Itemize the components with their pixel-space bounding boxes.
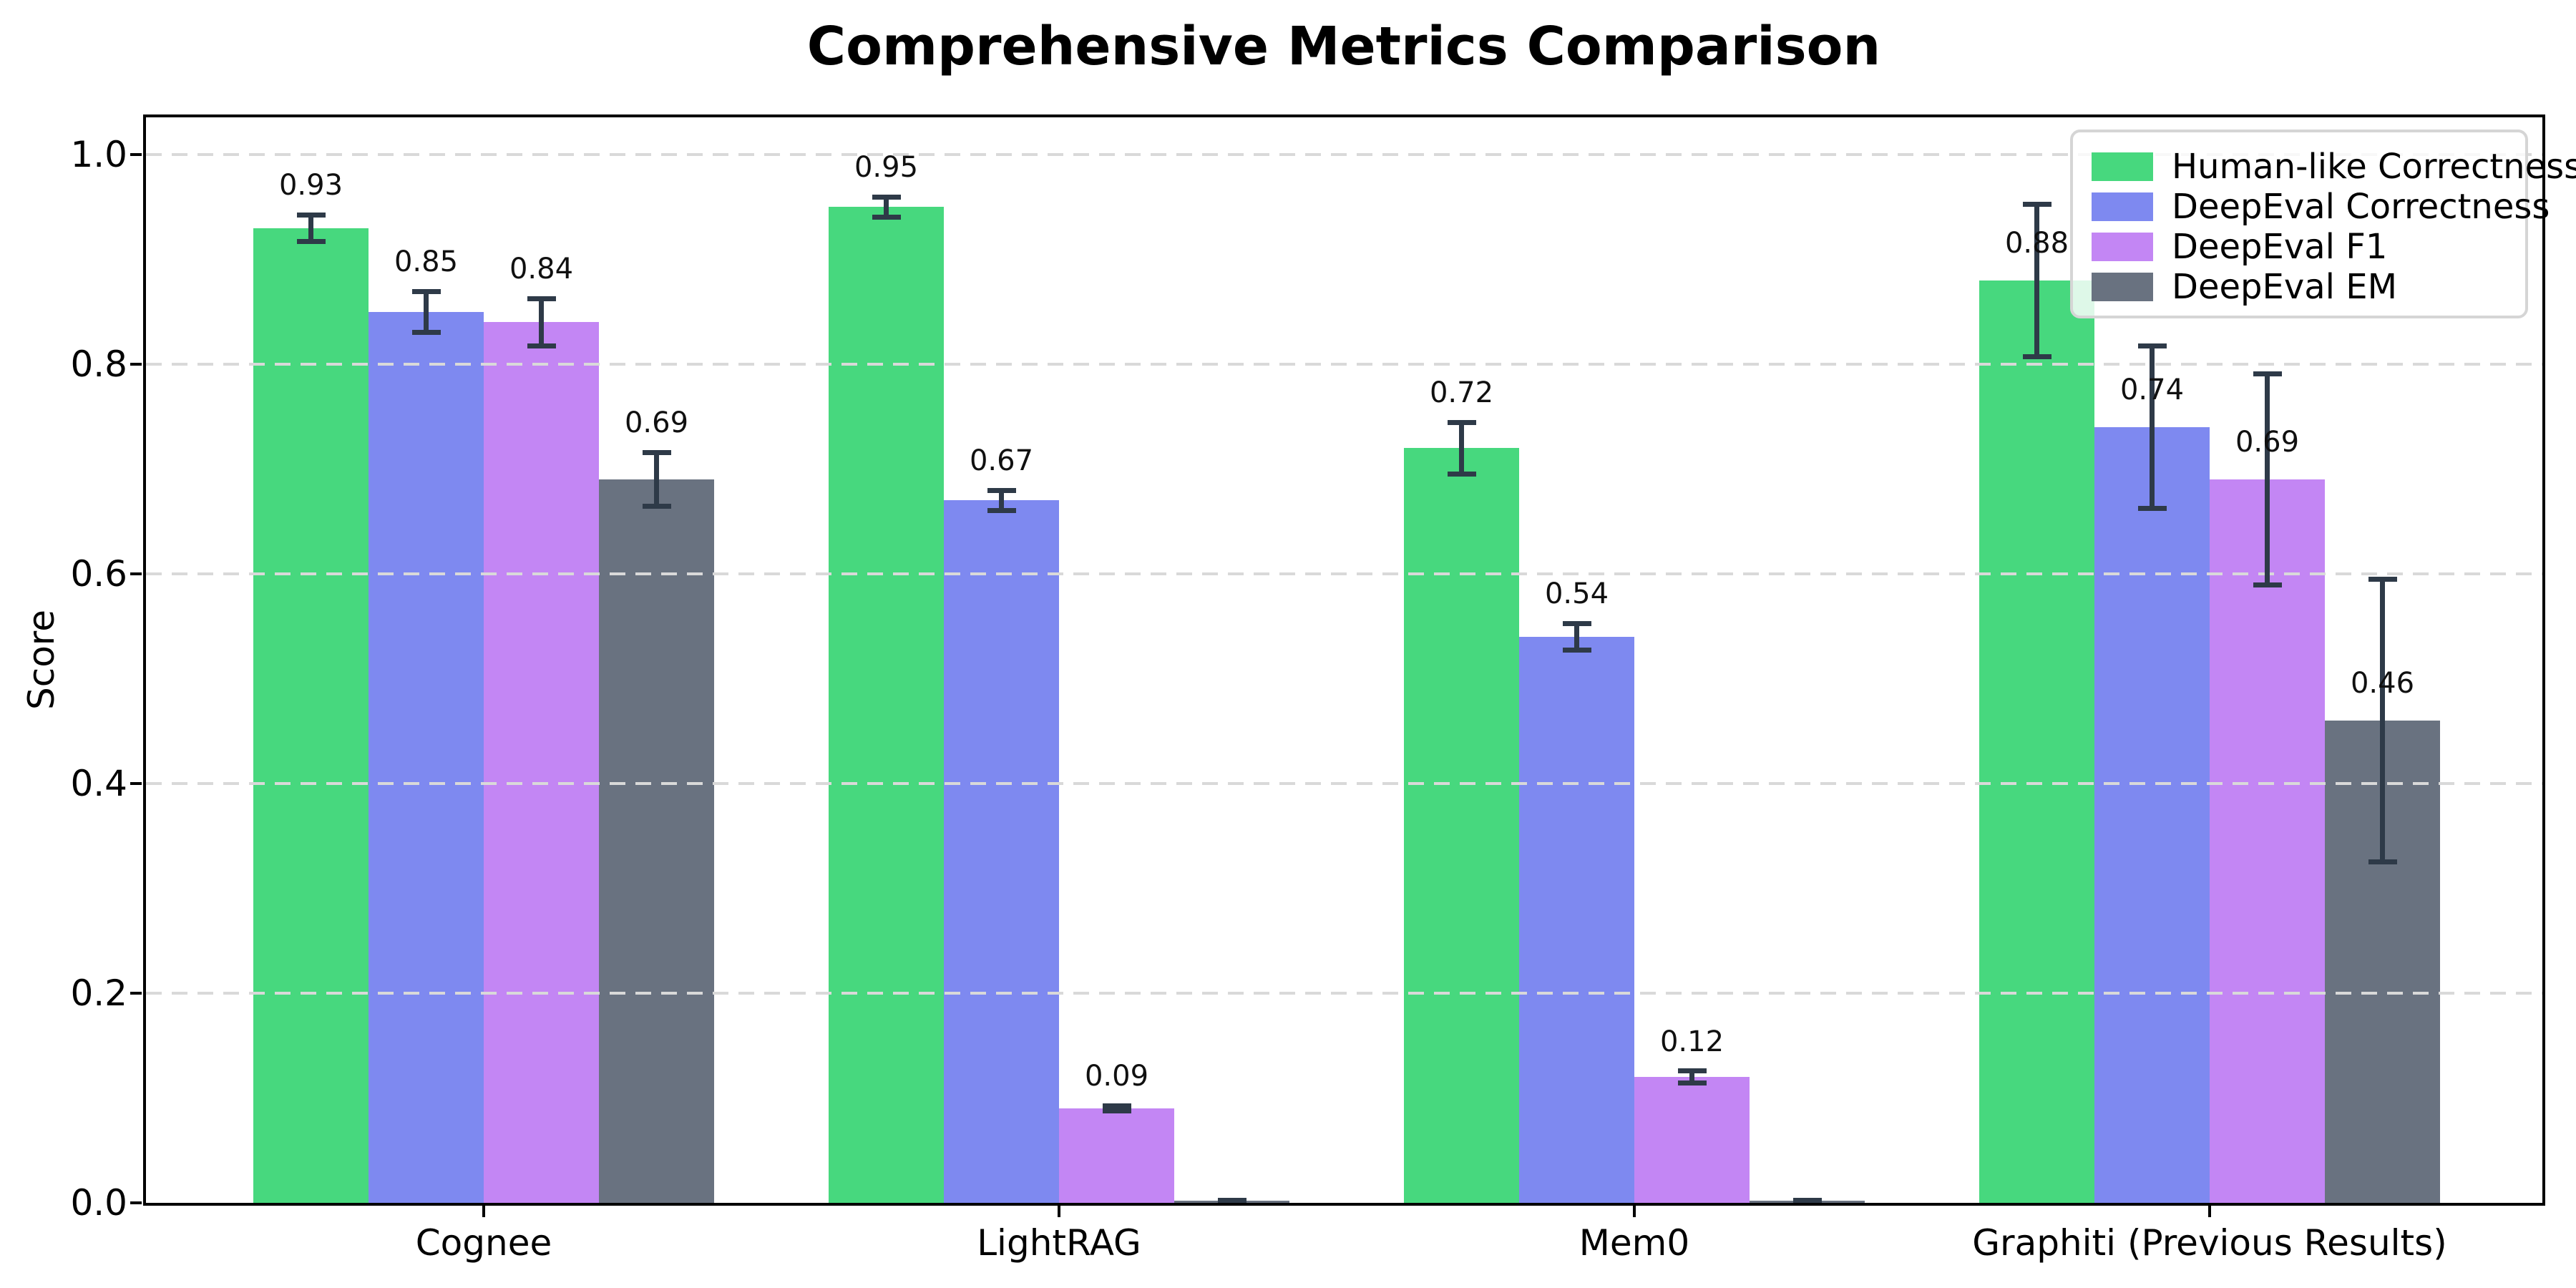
bar-value-label: 0.84 <box>509 253 574 286</box>
bar-deepeval-em-0 <box>599 479 714 1203</box>
error-bar <box>2253 371 2282 588</box>
bar-value-label: 0.09 <box>1084 1060 1149 1093</box>
error-bar <box>1102 1103 1131 1114</box>
bar-deepeval-correctness-2 <box>1519 636 1634 1203</box>
legend-item: Human-like Correctness <box>2092 147 2576 187</box>
y-tick-label: 0.4 <box>70 763 127 804</box>
y-tick-mark <box>130 1201 142 1204</box>
category-label: Mem0 <box>1579 1222 1690 1264</box>
error-bar <box>527 296 556 349</box>
y-axis-label: Score <box>21 609 62 711</box>
legend-item-label: DeepEval F1 <box>2172 227 2388 267</box>
error-bar <box>1562 620 1591 653</box>
error-bar <box>1792 1197 1822 1203</box>
bar-value-label: 0.74 <box>2119 373 2185 406</box>
bar-deepeval-correctness-0 <box>369 311 484 1203</box>
bar-value-label: 0.95 <box>854 151 919 185</box>
x-tick-mark <box>1633 1206 1636 1217</box>
legend-swatch-icon <box>2092 152 2153 181</box>
bar-deepeval-f1-0 <box>484 322 599 1203</box>
legend-swatch-icon <box>2092 192 2153 221</box>
bar-value-label: 0.46 <box>2350 666 2415 700</box>
bar-deepeval-correctness-3 <box>2094 426 2210 1203</box>
error-bar <box>2022 201 2051 359</box>
legend-item: DeepEval F1 <box>2092 227 2507 267</box>
category-label: Graphiti (Previous Results) <box>1972 1222 2447 1264</box>
y-tick-mark <box>130 363 142 366</box>
y-tick-label: 0.6 <box>70 553 127 595</box>
bar-deepeval-correctness-1 <box>944 500 1059 1203</box>
error-bar <box>872 194 901 220</box>
legend-item: DeepEval EM <box>2092 267 2507 307</box>
legend-swatch-icon <box>2092 233 2153 261</box>
y-tick-label: 0.8 <box>70 343 127 385</box>
category-label: Cognee <box>415 1222 552 1264</box>
legend-item-label: DeepEval Correctness <box>2172 187 2550 227</box>
bar-human-like-correctness-2 <box>1404 448 1519 1203</box>
y-tick-label: 0.0 <box>70 1182 127 1224</box>
error-bar <box>411 288 441 335</box>
error-bar <box>1677 1068 1707 1085</box>
gridline <box>146 782 2542 785</box>
bar-value-label: 0.69 <box>2235 425 2300 459</box>
error-bar <box>296 212 326 244</box>
x-tick-mark <box>1058 1206 1060 1217</box>
bar-deepeval-f1-2 <box>1634 1077 1750 1203</box>
bar-value-label: 0.85 <box>394 245 459 278</box>
bar-human-like-correctness-3 <box>1979 280 2094 1203</box>
legend-item-label: DeepEval EM <box>2172 267 2397 307</box>
gridline <box>146 992 2542 995</box>
bar-human-like-correctness-1 <box>829 207 944 1203</box>
y-tick-mark <box>130 782 142 785</box>
bar-value-label: 0.93 <box>278 168 343 202</box>
category-label: LightRAG <box>977 1222 1141 1264</box>
error-bar <box>2368 577 2397 864</box>
bar-deepeval-f1-3 <box>2210 479 2325 1203</box>
y-tick-mark <box>130 572 142 575</box>
error-bar <box>642 450 671 509</box>
bar-value-label: 0.67 <box>969 444 1034 478</box>
error-bar <box>1447 419 1476 477</box>
bar-value-label: 0.54 <box>1544 577 1609 611</box>
y-tick-mark <box>130 153 142 156</box>
x-tick-mark <box>2208 1206 2211 1217</box>
chart-title: Comprehensive Metrics Comparison <box>806 16 1881 77</box>
bar-value-label: 0.69 <box>624 406 689 440</box>
gridline <box>146 153 2542 156</box>
x-tick-mark <box>482 1206 485 1217</box>
error-bar <box>987 487 1016 514</box>
error-bar <box>1217 1197 1246 1203</box>
error-bar <box>2137 343 2167 512</box>
bar-human-like-correctness-0 <box>253 228 369 1203</box>
bar-value-label: 0.72 <box>1429 376 1494 409</box>
gridline <box>146 572 2542 575</box>
y-tick-label: 0.2 <box>70 972 127 1014</box>
legend: Human-like Correctness DeepEval Correctne… <box>2070 130 2576 318</box>
bar-value-label: 0.88 <box>2004 226 2069 260</box>
legend-swatch-icon <box>2092 273 2153 301</box>
bar-deepeval-f1-1 <box>1059 1108 1174 1203</box>
y-tick-mark <box>130 992 142 995</box>
legend-item: DeepEval Correctness <box>2092 187 2550 227</box>
gridline <box>146 363 2542 366</box>
legend-item-label: Human-like Correctness <box>2172 147 2576 187</box>
bar-value-label: 0.12 <box>1659 1025 1724 1058</box>
y-tick-label: 1.0 <box>70 134 127 175</box>
